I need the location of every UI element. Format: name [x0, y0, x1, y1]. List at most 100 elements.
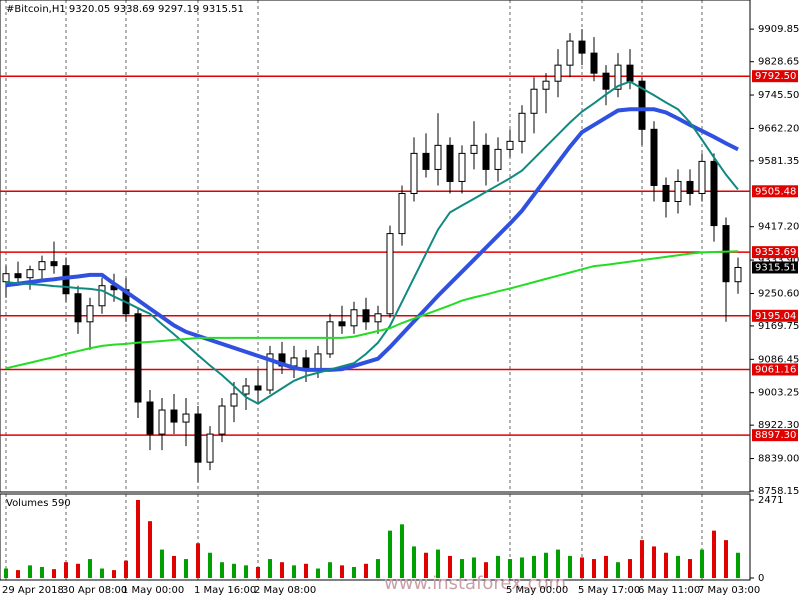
volume-bar [400, 524, 404, 578]
y-tick-label: 8922.30 [758, 420, 799, 431]
moving-average [5, 107, 739, 372]
candle-body [146, 401, 154, 435]
chart-title: #Bitcoin,H1 9320.05 9338.69 9297.19 9315… [6, 4, 244, 15]
volume-bar [496, 555, 500, 578]
candle-body [482, 144, 490, 170]
level-label: 8897.30 [755, 430, 796, 441]
x-tick-label: 1 May 00:00 [122, 585, 184, 596]
level-label-box [752, 185, 798, 198]
candle-body [26, 269, 34, 279]
candle-body [182, 413, 190, 423]
volume-bar [364, 563, 368, 578]
volume-bar [700, 549, 704, 578]
candle-body [650, 128, 658, 186]
candle-body [74, 293, 82, 323]
volume-bar [724, 540, 728, 578]
volume-bar [340, 565, 344, 578]
volume-bar [436, 549, 440, 578]
candle-body [254, 385, 262, 391]
level-label: 9061.16 [755, 364, 796, 375]
candle-body [86, 305, 94, 323]
volume-bar [460, 559, 464, 578]
volume-bar [268, 559, 272, 578]
volume-bar [388, 530, 392, 578]
candle-body [518, 112, 526, 142]
volume-bar [352, 566, 356, 578]
candle-body [494, 148, 502, 170]
candle-body [446, 144, 454, 182]
candle-body [662, 184, 670, 203]
y-tick-label: 9003.25 [758, 388, 799, 399]
volume-bar [532, 555, 536, 578]
volume-bar [688, 559, 692, 578]
x-tick-label: 6 May 11:00 [638, 585, 700, 596]
volume-bar [676, 555, 680, 578]
volume-bar [220, 562, 224, 578]
candle-body [134, 313, 142, 403]
volume-bar [508, 559, 512, 578]
volume-bar [28, 565, 32, 578]
y-tick-label: 9169.75 [758, 321, 799, 332]
volume-bar [232, 563, 236, 578]
volume-frame [0, 493, 751, 581]
candle-body [218, 405, 226, 435]
candle-body [434, 144, 442, 170]
volume-bar [64, 562, 68, 578]
volume-bar [100, 568, 104, 578]
volume-bar [52, 569, 56, 578]
candle-body [266, 353, 274, 391]
x-tick-label: 1 May 16:00 [194, 585, 256, 596]
candle-body [722, 225, 730, 283]
volume-bar [172, 555, 176, 578]
candle-body [374, 313, 382, 323]
volume-bar [328, 562, 332, 578]
volume-bar [184, 559, 188, 578]
volume-bar [556, 549, 560, 578]
level-label: 9792.50 [755, 71, 796, 82]
x-tick-label: 5 May 00:00 [506, 585, 568, 596]
candle-body [338, 321, 346, 327]
x-tick-label: 2 May 08:00 [254, 585, 316, 596]
level-label: 9195.04 [755, 311, 796, 322]
volume-bar [16, 570, 20, 578]
volume-bar [208, 552, 212, 578]
y-tick-label: 8758.15 [758, 486, 799, 497]
y-tick-label: 9417.20 [758, 222, 799, 233]
volume-bar [196, 543, 200, 578]
x-tick-label: 7 May 03:00 [698, 585, 760, 596]
volume-bar [520, 557, 524, 578]
level-label-box [752, 309, 798, 322]
candle-body [710, 160, 718, 227]
candle-body [38, 261, 46, 271]
volume-bar [376, 559, 380, 578]
candle-body [698, 160, 706, 194]
candle-body [458, 152, 466, 182]
volume-bar [712, 530, 716, 578]
volume-title: Volumes 590 [6, 498, 71, 509]
moving-average [5, 250, 739, 370]
volume-bar [292, 565, 296, 578]
candle-body [194, 413, 202, 463]
level-label: 9353.69 [755, 247, 796, 258]
candle-body [170, 409, 178, 423]
candle-body [314, 353, 322, 371]
candle-body [530, 88, 538, 114]
candle-body [14, 273, 22, 279]
volume-bar [148, 521, 152, 578]
candle-body [422, 152, 430, 170]
candle-body [206, 433, 214, 463]
volume-bar [4, 568, 8, 578]
y-tick-label: 9828.65 [758, 57, 799, 68]
level-label-box [752, 70, 798, 83]
volume-bar [280, 562, 284, 578]
volume-bar [652, 546, 656, 578]
candle-body [542, 80, 550, 90]
level-label-box [752, 429, 798, 442]
x-tick-label: 5 May 17:00 [578, 585, 640, 596]
watermark: www.instaforex.com [384, 573, 566, 594]
y-tick-label: 9745.50 [758, 90, 799, 101]
volume-tick-label: 2471 [758, 495, 783, 506]
candle-body [362, 309, 370, 323]
volume-bar [112, 570, 116, 578]
volume-bar [304, 563, 308, 578]
